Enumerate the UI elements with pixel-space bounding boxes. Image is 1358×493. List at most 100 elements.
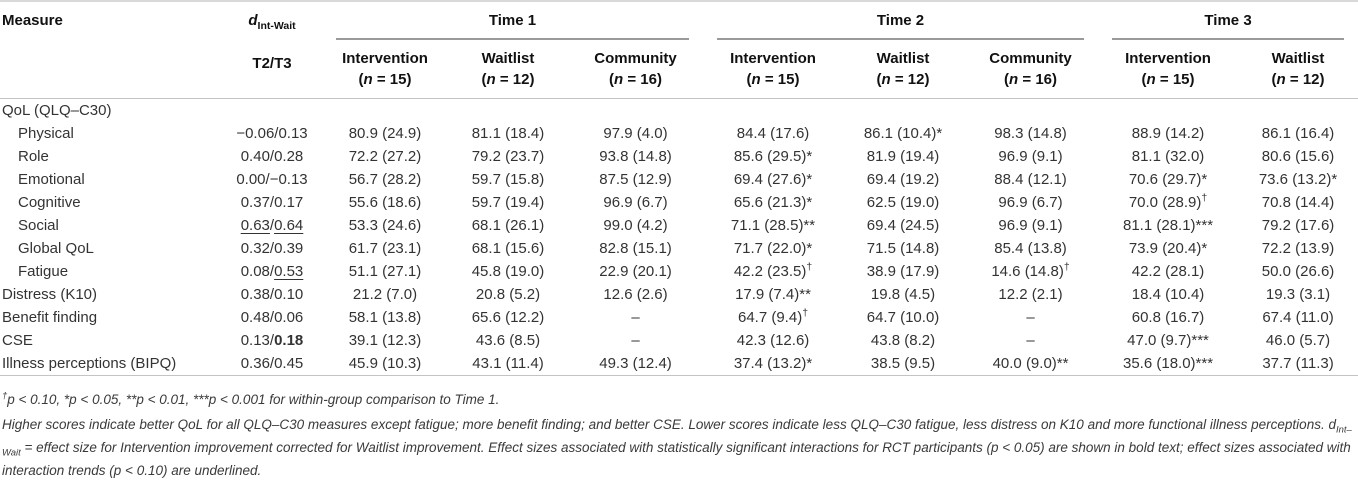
data-cell: 65.6 (12.2): [471, 309, 545, 326]
row-label: CSE: [2, 332, 33, 349]
data-cell: 43.8 (8.2): [870, 332, 936, 349]
data-cell: 81.1 (28.1)***: [1123, 217, 1214, 234]
row-label: QoL (QLQ–C30): [2, 102, 112, 119]
data-cell: 12.2 (2.1): [998, 286, 1063, 303]
table-footnotes: †p < 0.10, *p < 0.05, **p < 0.01, ***p <…: [0, 376, 1358, 490]
data-cell: 68.1 (26.1): [471, 217, 545, 234]
data-cell: 81.9 (19.4): [866, 148, 940, 165]
col-header-waitlist: Waitlist (n = 12): [1238, 40, 1358, 99]
data-cell: 12.6 (2.6): [603, 286, 668, 303]
data-cell: 69.4 (19.2): [866, 171, 940, 188]
table-body: QoL (QLQ–C30) Physical −0.06/0.13 80.9 (24.…: [0, 99, 1358, 376]
data-cell: 82.8 (15.1): [599, 240, 672, 257]
data-cell: [1098, 99, 1238, 123]
data-cell: 40.0 (9.0)**: [992, 355, 1069, 372]
data-cell: 0.63/0.64: [240, 217, 304, 234]
data-cell: [1238, 99, 1358, 123]
data-cell: 18.4 (10.4): [1131, 286, 1205, 303]
data-cell: 58.1 (13.8): [348, 309, 422, 326]
data-cell: 81.1 (18.4): [471, 125, 545, 142]
col-header-community: Community (n = 16): [963, 40, 1099, 99]
data-cell: 46.0 (5.7): [1265, 332, 1331, 349]
table-row: Cognitive 0.37/0.17 55.6 (18.6) 59.7 (19.4)…: [0, 191, 1358, 214]
group-header-time-1: Time 1: [322, 1, 703, 40]
data-cell: 55.6 (18.6): [348, 194, 422, 211]
data-cell: 21.2 (7.0): [352, 286, 418, 303]
data-cell: [322, 99, 448, 123]
data-cell: 0.13/0.18: [240, 332, 304, 349]
data-cell: 47.0 (9.7)***: [1127, 332, 1209, 349]
data-cell: 20.8 (5.2): [475, 286, 541, 303]
data-cell: 73.9 (20.4)*: [1128, 240, 1208, 257]
table-row: CSE 0.13/0.18 39.1 (12.3) 43.6 (8.5) – 42.3 (…: [0, 329, 1358, 352]
data-cell: −0.06/0.13: [236, 125, 308, 142]
data-cell: 39.1 (12.3): [348, 332, 422, 349]
data-cell: [963, 99, 1098, 123]
data-cell: 70.8 (14.4): [1261, 194, 1335, 211]
table-row: Physical −0.06/0.13 80.9 (24.9) 81.1 (18.4)…: [0, 122, 1358, 145]
col-header-intervention: Intervention (n = 15): [322, 40, 448, 99]
footnote-significance: †p < 0.10, *p < 0.05, **p < 0.01, ***p <…: [2, 390, 500, 407]
data-cell: 69.4 (27.6)*: [733, 171, 813, 188]
data-cell: 0.40/0.28: [240, 148, 304, 165]
data-cell: 85.6 (29.5)*: [733, 148, 813, 165]
data-cell: [448, 99, 568, 123]
data-cell: 0.38/0.10: [240, 286, 304, 303]
data-cell: 87.5 (12.9): [599, 171, 672, 188]
table-row: Distress (K10) 0.38/0.10 21.2 (7.0) 20.8 (5…: [0, 283, 1358, 306]
data-cell: 88.9 (14.2): [1131, 125, 1205, 142]
data-cell: 99.0 (4.2): [603, 217, 668, 234]
data-cell: 17.9 (7.4)**: [735, 286, 811, 303]
data-cell: 0.08/0.53: [240, 263, 304, 280]
row-label: Social: [18, 217, 59, 234]
data-cell: 38.5 (9.5): [870, 355, 936, 372]
col-header-intervention: Intervention (n = 15): [703, 40, 844, 99]
data-cell: 80.6 (15.6): [1261, 148, 1335, 165]
data-cell: 19.3 (3.1): [1265, 286, 1331, 303]
table-row: Global QoL 0.32/0.39 61.7 (23.1) 68.1 (15.6…: [0, 237, 1358, 260]
row-label: Benefit finding: [2, 309, 98, 326]
data-cell: –: [1026, 332, 1035, 349]
data-cell: 84.4 (17.6): [736, 125, 810, 142]
data-cell: 96.9 (9.1): [998, 148, 1063, 165]
table-row: Social 0.63/0.64 53.3 (24.6) 68.1 (26.1) 99.…: [0, 214, 1358, 237]
data-cell: 61.7 (23.1): [348, 240, 422, 257]
data-cell: 97.9 (4.0): [603, 125, 668, 142]
data-cell: 64.7 (9.4)†: [737, 307, 809, 326]
col-header-waitlist: Waitlist (n = 12): [448, 40, 568, 99]
data-cell: 81.1 (32.0): [1131, 148, 1205, 165]
data-cell: –: [631, 332, 640, 349]
footnote-description: Higher scores indicate better QoL for al…: [2, 417, 1352, 478]
table-row: QoL (QLQ–C30): [0, 99, 1358, 123]
data-cell: 50.0 (26.6): [1261, 263, 1335, 280]
data-cell: 38.9 (17.9): [866, 263, 940, 280]
data-cell: 68.1 (15.6): [471, 240, 545, 257]
data-cell: [703, 99, 843, 123]
row-label: Physical: [18, 125, 74, 142]
data-cell: –: [1026, 309, 1035, 326]
data-cell: 62.5 (19.0): [866, 194, 940, 211]
data-cell: 85.4 (13.8): [994, 240, 1067, 257]
data-cell: 42.2 (23.5)†: [733, 261, 813, 280]
data-cell: 70.6 (29.7)*: [1128, 171, 1208, 188]
data-cell: 45.9 (10.3): [348, 355, 422, 372]
data-cell: 49.3 (12.4): [599, 355, 672, 372]
data-cell: 42.2 (28.1): [1131, 263, 1205, 280]
data-cell: 88.4 (12.1): [994, 171, 1067, 188]
data-cell: 73.6 (13.2)*: [1258, 171, 1338, 188]
data-cell: 98.3 (14.8): [994, 125, 1067, 142]
data-cell: 45.8 (19.0): [471, 263, 545, 280]
data-cell: [568, 99, 703, 123]
table-row: Fatigue 0.08/0.53 51.1 (27.1) 45.8 (19.0) 22…: [0, 260, 1358, 283]
data-cell: 64.7 (10.0): [866, 309, 940, 326]
data-cell: 93.8 (14.8): [599, 148, 672, 165]
data-cell: 43.6 (8.5): [475, 332, 541, 349]
col-header-intervention: Intervention (n = 15): [1098, 40, 1239, 99]
data-cell: 60.8 (16.7): [1131, 309, 1205, 326]
row-label: Role: [18, 148, 49, 165]
row-label: Cognitive: [18, 194, 81, 211]
table-row: Illness perceptions (BIPQ) 0.36/0.45 45.9 …: [0, 352, 1358, 376]
